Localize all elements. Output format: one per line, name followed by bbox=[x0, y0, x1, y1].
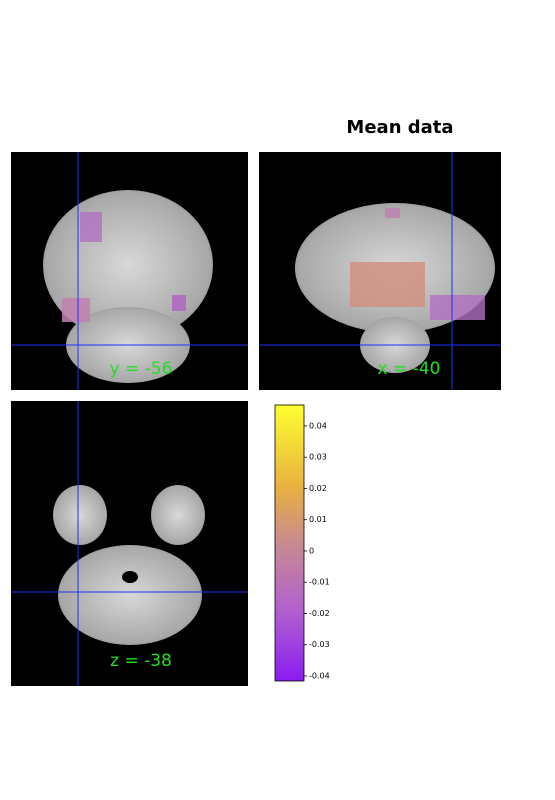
title: Mean data bbox=[346, 117, 453, 138]
tick-label: -0.01 bbox=[309, 578, 330, 587]
coronal-panel: y = -56 bbox=[11, 152, 248, 390]
sagittal-panel: x = -40 bbox=[259, 152, 501, 390]
colorbar bbox=[274, 404, 305, 682]
axial-panel: z = -38 bbox=[11, 401, 248, 686]
tick-label: -0.03 bbox=[309, 640, 330, 649]
slice-label: x = -40 bbox=[378, 359, 441, 379]
slice-label: z = -38 bbox=[110, 651, 172, 671]
tick-label: -0.04 bbox=[309, 671, 330, 680]
colorbar-ticks: 0.04 0.03 0.02 0.01 0 -0.01 -0.02 -0.03 -0.04 bbox=[304, 421, 330, 680]
tick-label: -0.02 bbox=[309, 609, 330, 618]
tick-label: 0.02 bbox=[309, 484, 327, 493]
tick-label: 0.03 bbox=[309, 453, 327, 462]
slice-label: y = -56 bbox=[110, 359, 173, 379]
tick-label: 0.04 bbox=[309, 421, 327, 430]
tick-label: 0.01 bbox=[309, 515, 327, 524]
tick-label: 0 bbox=[309, 546, 314, 555]
